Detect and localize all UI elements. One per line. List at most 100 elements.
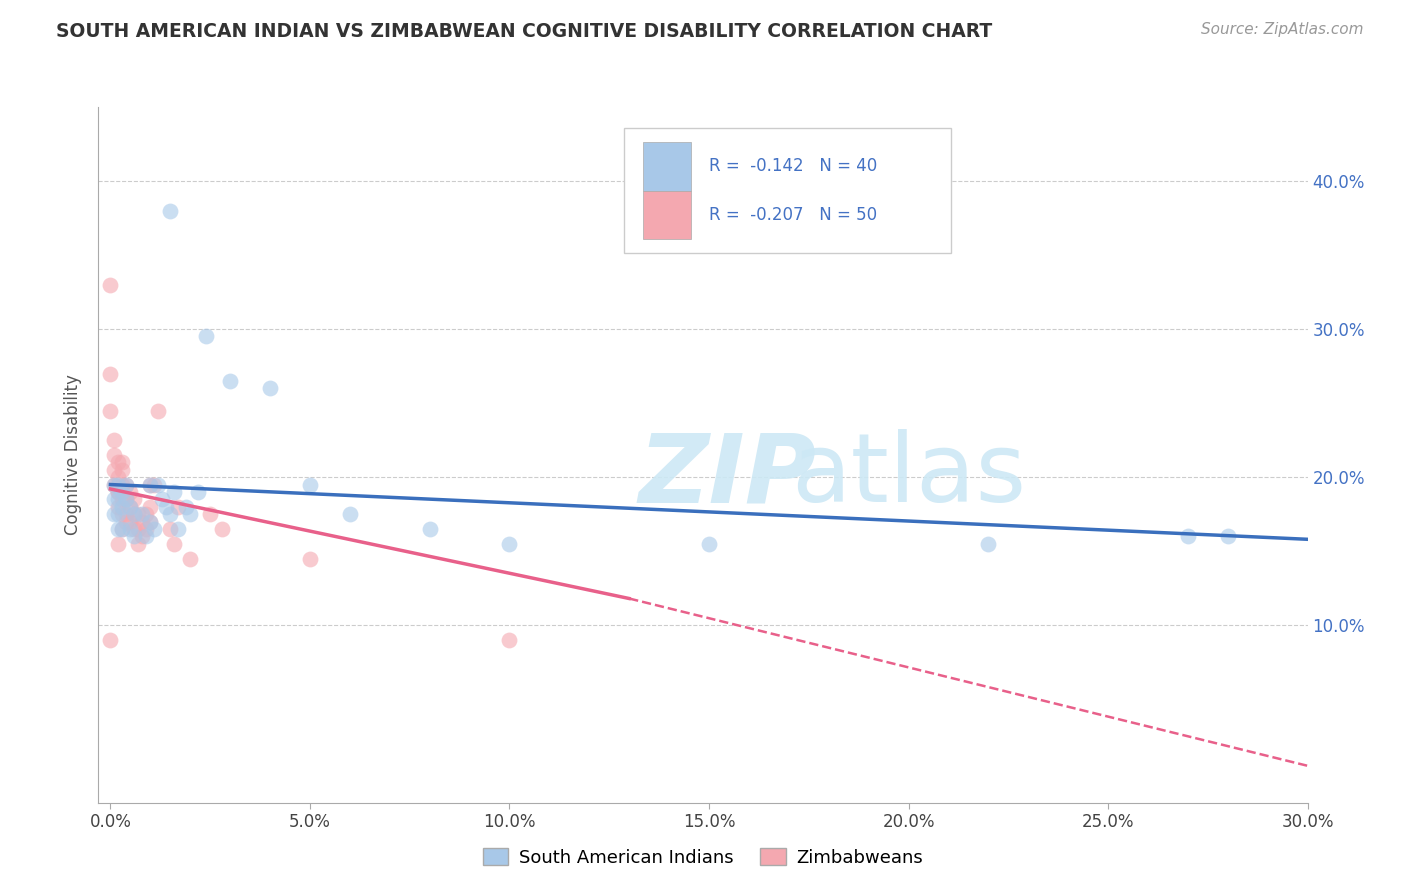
Point <box>298 477 321 491</box>
FancyBboxPatch shape <box>624 128 950 253</box>
Point <box>131 529 153 543</box>
Point <box>127 507 149 521</box>
Point <box>100 277 122 292</box>
Point <box>107 484 129 499</box>
Point <box>139 515 162 529</box>
Point <box>339 507 361 521</box>
Point <box>135 529 157 543</box>
Point <box>219 374 242 388</box>
Text: R =  -0.207   N = 50: R = -0.207 N = 50 <box>709 206 877 224</box>
Point <box>697 537 720 551</box>
Point <box>127 537 149 551</box>
Point <box>115 515 138 529</box>
Point <box>111 484 134 499</box>
Point <box>111 477 134 491</box>
Point <box>143 522 166 536</box>
Point <box>163 484 186 499</box>
Point <box>103 477 125 491</box>
Point <box>211 522 233 536</box>
Point <box>103 477 125 491</box>
Point <box>155 500 177 514</box>
Point <box>124 522 146 536</box>
Point <box>120 500 142 514</box>
Text: SOUTH AMERICAN INDIAN VS ZIMBABWEAN COGNITIVE DISABILITY CORRELATION CHART: SOUTH AMERICAN INDIAN VS ZIMBABWEAN COGN… <box>56 22 993 41</box>
Point <box>1216 529 1239 543</box>
Point <box>124 507 146 521</box>
Point <box>195 329 218 343</box>
Point <box>135 522 157 536</box>
Point <box>148 403 170 417</box>
Point <box>115 507 138 521</box>
Point <box>111 522 134 536</box>
Text: ZIP: ZIP <box>638 429 815 523</box>
Point <box>115 477 138 491</box>
Point <box>498 537 520 551</box>
Point <box>259 381 281 395</box>
Point <box>103 507 125 521</box>
Point <box>120 500 142 514</box>
Point <box>135 507 157 521</box>
Point <box>167 522 190 536</box>
Point <box>107 507 129 521</box>
Point <box>148 477 170 491</box>
Point <box>139 500 162 514</box>
Point <box>111 455 134 469</box>
Point <box>139 477 162 491</box>
Text: R =  -0.142   N = 40: R = -0.142 N = 40 <box>709 157 877 175</box>
Point <box>107 477 129 491</box>
Point <box>111 507 134 521</box>
Point <box>150 492 173 507</box>
Point <box>131 515 153 529</box>
Point <box>107 522 129 536</box>
Point <box>179 551 201 566</box>
Text: Source: ZipAtlas.com: Source: ZipAtlas.com <box>1201 22 1364 37</box>
Point <box>107 470 129 484</box>
Point <box>107 500 129 514</box>
Point <box>163 537 186 551</box>
Point <box>100 632 122 647</box>
Point <box>120 522 142 536</box>
Point <box>124 507 146 521</box>
Point <box>298 551 321 566</box>
Point <box>115 492 138 507</box>
Point <box>167 500 190 514</box>
Point <box>124 492 146 507</box>
Point <box>159 203 181 218</box>
Point <box>1177 529 1199 543</box>
Point <box>111 500 134 514</box>
Point <box>977 537 1000 551</box>
Point <box>103 433 125 447</box>
Point <box>115 492 138 507</box>
Point <box>111 522 134 536</box>
Point <box>139 515 162 529</box>
Point <box>107 537 129 551</box>
Point <box>131 507 153 521</box>
Point <box>103 448 125 462</box>
Point <box>120 515 142 529</box>
Point <box>124 529 146 543</box>
Point <box>198 507 221 521</box>
Point <box>143 477 166 491</box>
Point <box>107 455 129 469</box>
Point <box>419 522 441 536</box>
Point <box>159 522 181 536</box>
Point <box>100 367 122 381</box>
Point <box>174 500 197 514</box>
Point <box>111 463 134 477</box>
Point <box>187 484 209 499</box>
Point <box>120 484 142 499</box>
Text: atlas: atlas <box>792 429 1026 523</box>
Point <box>107 492 129 507</box>
FancyBboxPatch shape <box>643 142 690 191</box>
Y-axis label: Cognitive Disability: Cognitive Disability <box>65 375 83 535</box>
Point <box>103 463 125 477</box>
Point <box>179 507 201 521</box>
Point <box>159 507 181 521</box>
FancyBboxPatch shape <box>643 191 690 239</box>
Point <box>107 484 129 499</box>
Point <box>115 477 138 491</box>
Point <box>111 492 134 507</box>
Point <box>498 632 520 647</box>
Legend: South American Indians, Zimbabweans: South American Indians, Zimbabweans <box>475 840 931 874</box>
Point <box>100 403 122 417</box>
